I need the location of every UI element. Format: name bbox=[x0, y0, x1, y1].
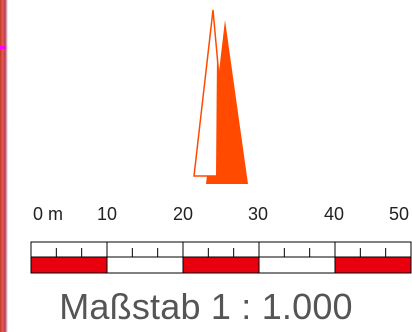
map-edge-marker bbox=[0, 46, 6, 49]
scale-bar-segment bbox=[30, 256, 108, 274]
scale-bar-cell bbox=[30, 241, 108, 258]
scale-tick-label: 0 m bbox=[32, 204, 64, 224]
scale-tick-label: 20 bbox=[172, 204, 194, 224]
scale-bar-subdivisions bbox=[30, 241, 412, 258]
scale-bar bbox=[30, 241, 412, 274]
scale-title: Maßstab 1 : 1.000 bbox=[59, 286, 353, 327]
scale-bar-cell bbox=[182, 241, 260, 258]
north-arrow-fill bbox=[216, 54, 228, 176]
scale-tick-label: 40 bbox=[323, 204, 345, 224]
scale-bar-cell bbox=[258, 241, 336, 258]
scale-bar-segment bbox=[182, 256, 260, 274]
scale-tick-label: 30 bbox=[247, 204, 269, 224]
scale-bar-cell bbox=[106, 241, 184, 258]
scale-bar-segment bbox=[106, 256, 184, 274]
scale-bar-segments bbox=[30, 256, 412, 274]
scale-bar-segment bbox=[334, 256, 412, 274]
scale-bar-segment bbox=[258, 256, 336, 274]
map-edge bbox=[0, 0, 8, 332]
scale-tick-label: 10 bbox=[96, 204, 118, 224]
scale-tick-label: 50 bbox=[388, 204, 410, 224]
scale-bar-cell bbox=[334, 241, 412, 258]
north-arrow bbox=[193, 9, 248, 184]
